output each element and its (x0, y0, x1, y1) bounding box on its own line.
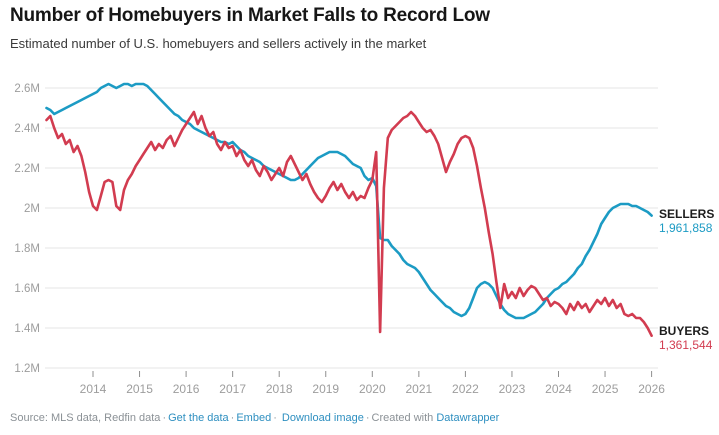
x-axis-label: 2024 (545, 382, 572, 396)
x-axis-label: 2018 (266, 382, 293, 396)
source-text: Source: MLS data, Redfin data (10, 412, 161, 424)
y-axis-label: 2.6M (14, 83, 40, 95)
y-axis-label: 1.4M (14, 323, 40, 335)
x-axis-label: 2022 (452, 382, 479, 396)
chart-canvas: 2.6M 2.4M 2.2M 2M 1.8M 1.6M 1.4M 1.2M 2014 2015 20… (14, 82, 665, 396)
chart-subtitle: Estimated number of U.S. homebuyers and … (10, 36, 427, 51)
buyers-latest-value: 1,361,544 (659, 338, 713, 352)
get-the-data-link[interactable]: Get the data (168, 412, 229, 424)
datawrapper-link[interactable]: Datawrapper (436, 412, 500, 424)
created-with-text: Created with (371, 412, 434, 424)
x-axis-label: 2017 (219, 382, 246, 396)
x-axis-label: 2016 (173, 382, 200, 396)
chart-footer: Source: MLS data, Redfin data · Get the da… (10, 412, 499, 424)
download-image-link[interactable]: Download image (281, 412, 364, 424)
x-axis-label: 2020 (359, 382, 386, 396)
y-axis-label: 1.6M (14, 283, 40, 295)
series-line-buyers (45, 110, 653, 338)
sellers-end-label: SELLERS 1,961,858 (659, 207, 719, 235)
sellers-latest-value: 1,961,858 (659, 221, 713, 235)
footer-separator: · (365, 412, 370, 424)
footer-separator: · (273, 412, 277, 424)
x-axis-label: 2014 (80, 382, 107, 396)
x-axis-label: 2025 (592, 382, 619, 396)
x-axis-label: 2019 (312, 382, 339, 396)
x-axis-label: 2015 (126, 382, 153, 396)
y-axis-label: 2.4M (14, 123, 40, 135)
embed-link[interactable]: Embed (236, 412, 272, 424)
sellers-series-name: SELLERS (659, 207, 715, 221)
x-axis-label: 2021 (405, 382, 432, 396)
x-axis-label: 2023 (499, 382, 526, 396)
y-axis-label: 1.8M (14, 243, 40, 255)
x-axis-label: 2026 (638, 382, 665, 396)
footer-separator: · (230, 412, 235, 424)
buyers-series-name: BUYERS (659, 324, 710, 338)
y-axis-label: 2.2M (14, 163, 40, 175)
series-line-sellers (45, 82, 653, 320)
footer-separator: · (162, 412, 167, 424)
y-axis-label: 1.2M (14, 363, 40, 375)
y-axis-label: 2M (24, 203, 40, 215)
buyers-end-label: BUYERS 1,361,544 (659, 324, 719, 352)
page-title: Number of Homebuyers in Market Falls to … (10, 5, 490, 26)
line-chart: 2.6M 2.4M 2.2M 2M 1.8M 1.6M 1.4M 1.2M 2014 2015 20… (0, 68, 719, 403)
